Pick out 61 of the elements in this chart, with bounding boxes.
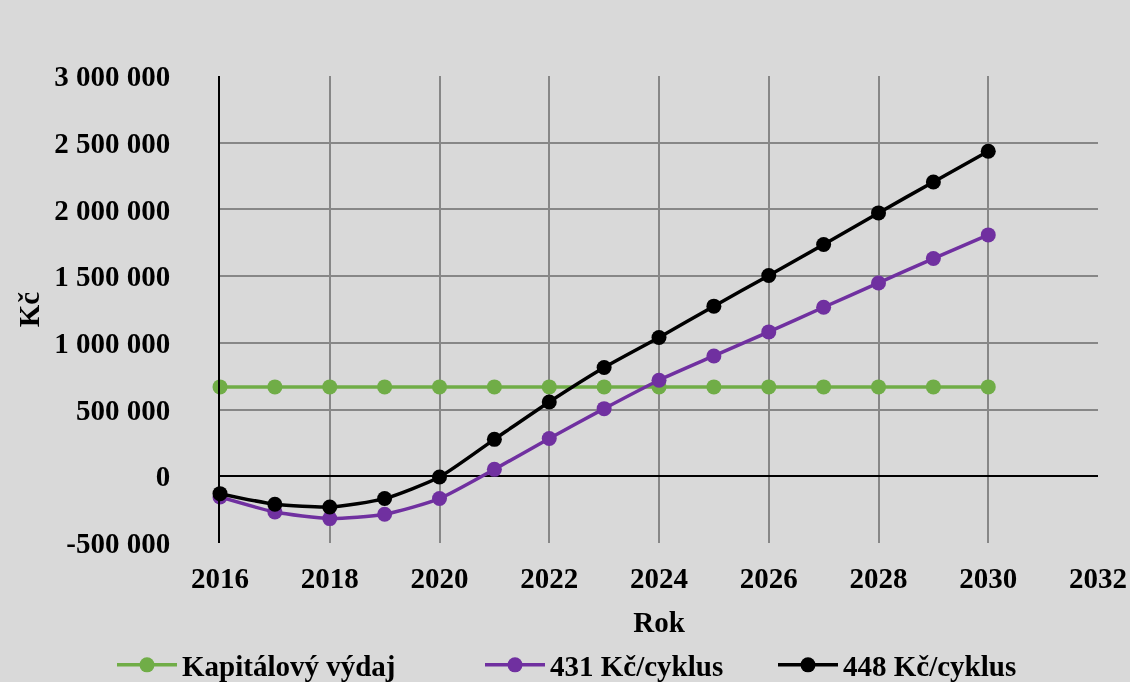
- y-tick-label: 3 000 000: [54, 60, 171, 93]
- y-axis-title: Kč: [13, 291, 46, 328]
- point: [925, 379, 941, 395]
- x-tick-label: 2024: [630, 562, 688, 594]
- y-tick-label: 2 000 000: [54, 193, 171, 226]
- x-tick-label: 2030: [959, 562, 1018, 594]
- point: [925, 251, 941, 267]
- point: [980, 143, 996, 159]
- point: [816, 379, 832, 395]
- point: [596, 360, 612, 376]
- legend-label: 448 Kč/cyklus: [843, 650, 1017, 682]
- point: [871, 205, 886, 221]
- point: [761, 267, 777, 283]
- x-tick-label: 2028: [849, 562, 908, 594]
- point: [816, 237, 832, 253]
- x-tick-label: 2026: [739, 562, 798, 594]
- point: [651, 372, 667, 388]
- point: [925, 174, 941, 190]
- point: [596, 379, 612, 395]
- point: [267, 379, 283, 395]
- point: [322, 379, 338, 395]
- legend-label: Kapitálový výdaj: [182, 650, 396, 682]
- y-tick-label: 0: [155, 460, 171, 493]
- point: [432, 491, 447, 507]
- point: [596, 401, 612, 417]
- point: [706, 379, 722, 395]
- point: [706, 298, 722, 314]
- point: [980, 379, 996, 395]
- x-tick-label: 2022: [520, 562, 579, 594]
- point: [761, 379, 777, 395]
- y-tick-label: 500 000: [75, 393, 171, 426]
- x-tick-label: 2016: [191, 562, 249, 594]
- point: [541, 379, 557, 395]
- x-tick-label: 2018: [300, 562, 359, 594]
- point: [486, 379, 502, 395]
- point: [377, 379, 393, 395]
- x-axis-title: Rok: [633, 605, 686, 638]
- point: [322, 499, 338, 515]
- y-tick-label: 1 500 000: [54, 260, 171, 293]
- point: [541, 394, 557, 410]
- point: [377, 491, 393, 507]
- point: [871, 379, 886, 395]
- point: [267, 496, 283, 512]
- point: [980, 227, 996, 243]
- point: [432, 469, 447, 485]
- point: [871, 275, 886, 291]
- point: [706, 348, 722, 364]
- point: [432, 379, 447, 395]
- y-tick-label: 2 500 000: [54, 126, 171, 159]
- x-tick-label: 2020: [410, 562, 469, 594]
- point: [816, 299, 832, 315]
- point: [486, 431, 502, 447]
- y-tick-label: -500 000: [66, 527, 171, 560]
- point: [486, 461, 502, 477]
- x-tick-label: 2032: [1069, 562, 1127, 594]
- point: [651, 330, 667, 346]
- point: [761, 324, 777, 340]
- legend-label: 431 Kč/cyklus: [550, 650, 724, 682]
- point: [541, 431, 557, 447]
- point: [377, 506, 393, 522]
- y-tick-label: 1 000 000: [54, 327, 171, 360]
